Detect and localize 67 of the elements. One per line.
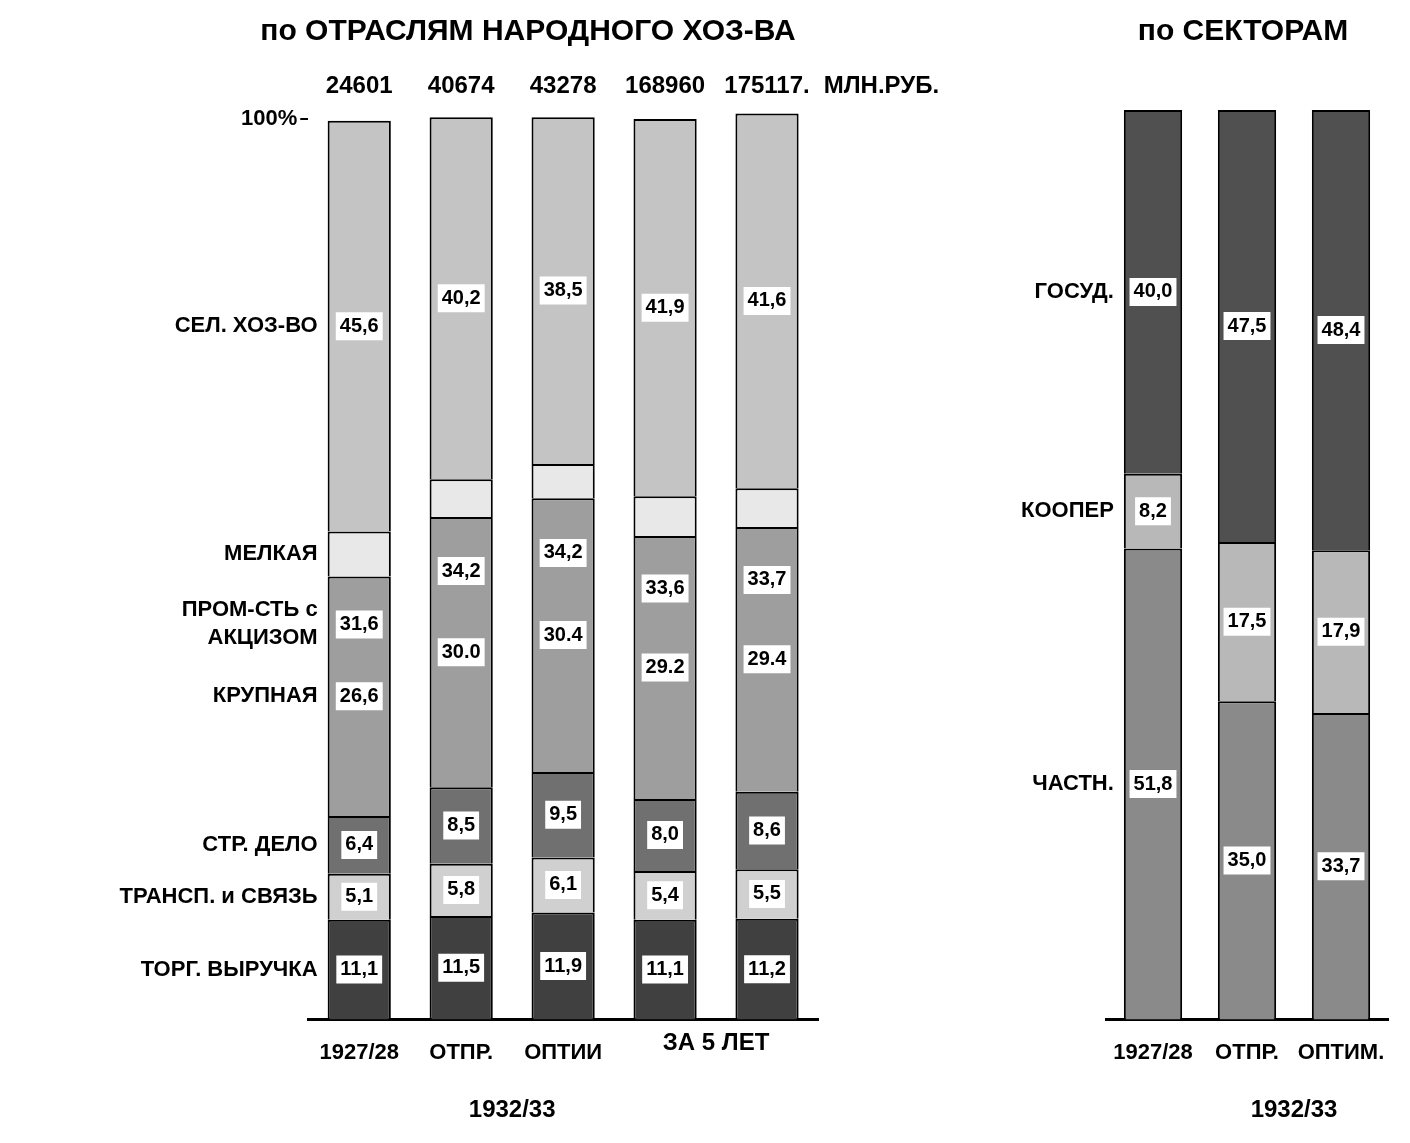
series-label: СТР. ДЕЛО xyxy=(202,830,318,856)
data-label: 17,9 xyxy=(1321,619,1361,642)
data-label: 40,2 xyxy=(441,285,481,308)
x-tick-label: ОПТИИ xyxy=(524,1038,603,1064)
data-label: 9,5 xyxy=(549,802,578,825)
series-label: КООПЕР xyxy=(1021,497,1114,523)
x-tick-label: 1927/28 xyxy=(319,1038,400,1064)
series-label: МЕЛКАЯ xyxy=(224,540,318,566)
x-tick-label: ОПТИМ. xyxy=(1297,1038,1385,1064)
data-label: 17,5 xyxy=(1227,609,1267,632)
data-label: 11,2 xyxy=(748,956,786,979)
text: МЛН.РУБ. xyxy=(823,70,940,98)
series-label: СЕЛ. ХОЗ-ВО xyxy=(174,312,318,338)
text: 40674 xyxy=(427,70,496,98)
data-label: 35,0 xyxy=(1227,847,1267,870)
data-label: 5,1 xyxy=(345,884,374,907)
chart-title: по ОТРАСЛЯМ НАРОДНОГО ХОЗ-ВА xyxy=(260,13,796,47)
annotation: 34,2 xyxy=(441,558,481,581)
data-label: 40,0 xyxy=(1133,279,1173,302)
chart-title: по СЕКТОРАМ xyxy=(1137,13,1349,47)
data-label: 8,5 xyxy=(447,813,476,836)
data-label: 6,4 xyxy=(345,832,375,855)
data-label: 30.4 xyxy=(543,622,584,645)
annotation: 31,6 xyxy=(339,611,379,634)
annotation: 33,6 xyxy=(645,576,685,599)
text: ЗА 5 ЛЕТ xyxy=(662,1028,770,1056)
data-label: 5,4 xyxy=(651,882,680,905)
annotation: ПРОМ-СТЬ с АКЦИЗОМ xyxy=(181,596,318,650)
data-label: 38,5 xyxy=(543,278,583,301)
data-label: 29.2 xyxy=(645,654,685,677)
data-label: 30.0 xyxy=(441,639,481,662)
data-label: 45,6 xyxy=(339,313,379,336)
data-label: 5,8 xyxy=(447,877,476,900)
data-label: 8,0 xyxy=(651,822,679,845)
series-label: ТОРГ. ВЫРУЧКА xyxy=(140,955,318,981)
annotation: 34,2 xyxy=(543,540,583,563)
data-label: 33,7 xyxy=(1321,853,1361,876)
data-label: 51,8 xyxy=(1133,771,1173,794)
x-tick-label: 1927/28 xyxy=(1113,1038,1193,1064)
series-label: ГОСУД. xyxy=(1034,277,1114,303)
text: 1932/33 xyxy=(468,1094,556,1122)
x-tick-label: ОТПР. xyxy=(429,1038,494,1064)
y-tick-label: 100% xyxy=(240,105,298,131)
data-label: 11,1 xyxy=(646,957,684,980)
data-label: 5,5 xyxy=(753,881,781,904)
data-label: 41,6 xyxy=(747,288,787,311)
series-label: ЧАСТН. xyxy=(1032,770,1114,796)
data-label: 41,9 xyxy=(645,295,685,318)
data-label: 26,6 xyxy=(339,683,379,706)
text: 175117. xyxy=(724,70,810,98)
text: 43278 xyxy=(529,70,597,98)
data-label: 48,4 xyxy=(1321,317,1362,340)
data-label: 29.4 xyxy=(747,646,788,669)
data-label: 11,5 xyxy=(442,955,481,978)
text: 168960 xyxy=(625,70,706,98)
annotation: 33,7 xyxy=(747,567,787,590)
text: 1932/33 xyxy=(1250,1094,1338,1122)
series-label: КРУПНАЯ xyxy=(212,682,318,708)
x-tick-label: ОТПР. xyxy=(1215,1038,1279,1064)
data-label: 8,2 xyxy=(1139,498,1167,521)
data-label: 8,6 xyxy=(753,817,781,840)
data-label: 11,9 xyxy=(544,953,583,976)
data-label: 11,1 xyxy=(340,957,379,980)
text: 24601 xyxy=(325,70,393,98)
data-label: 6,1 xyxy=(549,872,578,895)
series-label: ТРАНСП. и СВЯЗЬ xyxy=(119,882,318,908)
data-label: 47,5 xyxy=(1227,313,1267,336)
